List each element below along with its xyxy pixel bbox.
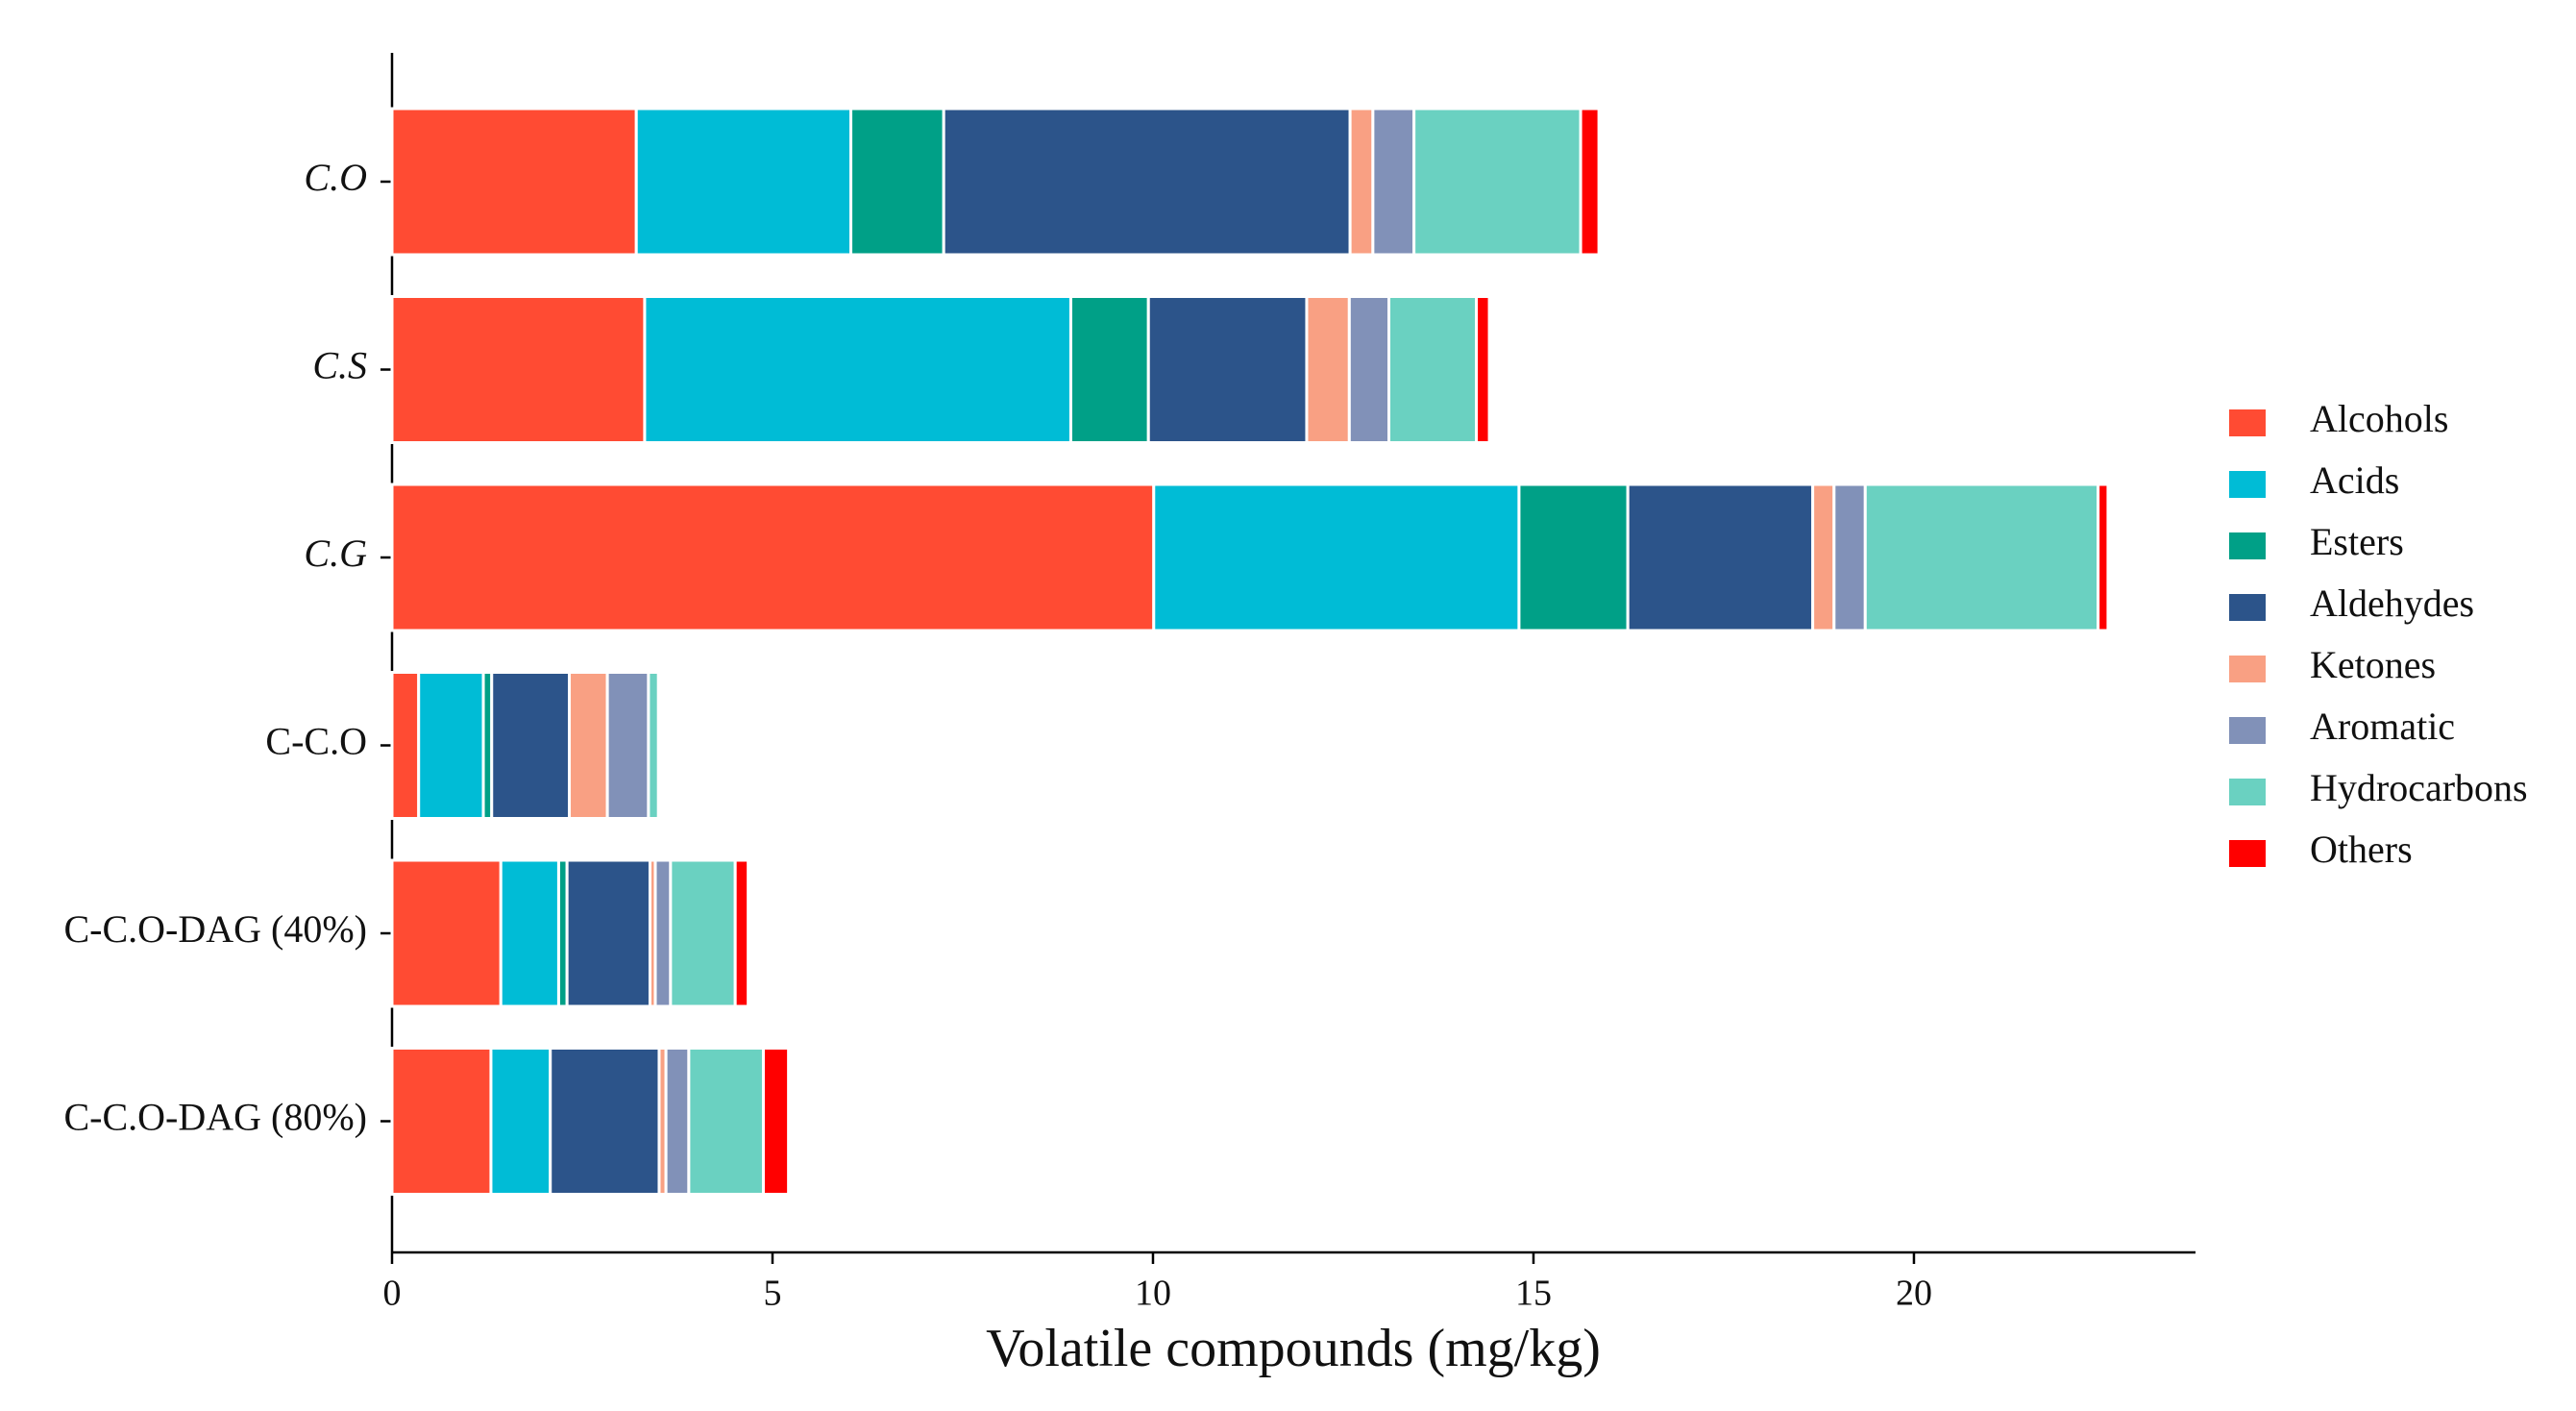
bar-segment — [1371, 107, 1416, 257]
y-tick-label: C.O — [304, 156, 367, 199]
bar-segment — [1152, 483, 1521, 632]
bar-segment — [733, 858, 750, 1008]
bar-segment — [2097, 483, 2110, 632]
bar-segment — [1347, 295, 1390, 444]
x-tick-label: 20 — [1896, 1274, 1932, 1314]
bar-segment — [849, 107, 945, 257]
legend-swatch — [2229, 409, 2266, 436]
bar-segment — [761, 1047, 791, 1196]
bar-segment — [605, 671, 650, 820]
bar-segment — [1146, 295, 1309, 444]
y-tick-label: C.G — [304, 532, 367, 575]
bar-segment — [390, 1047, 493, 1196]
legend-swatch — [2229, 471, 2266, 498]
legend-swatch — [2229, 656, 2266, 682]
bar-segment — [390, 858, 503, 1008]
bar-segment — [643, 295, 1072, 444]
bar-segment — [549, 1047, 661, 1196]
bar-segment — [417, 671, 485, 820]
bar-segment — [669, 858, 737, 1008]
legend-label: Alcohols — [2310, 397, 2448, 440]
bar-segment — [1579, 107, 1601, 257]
bar-segment — [653, 858, 673, 1008]
bar-segment — [1348, 107, 1375, 257]
bar-segment — [390, 295, 647, 444]
bar-segment — [1305, 295, 1351, 444]
bar-segment — [1626, 483, 1815, 632]
legend-swatch — [2229, 532, 2266, 559]
x-tick-label: 15 — [1515, 1274, 1552, 1314]
y-tick-label: C-C.O — [265, 720, 367, 763]
bar-segment — [489, 1047, 552, 1196]
x-tick-label: 10 — [1135, 1274, 1171, 1314]
bar-segment — [490, 671, 572, 820]
legend-swatch — [2229, 594, 2266, 621]
bar-segment — [1832, 483, 1867, 632]
x-axis-label: Volatile compounds (mg/kg) — [986, 1319, 1601, 1378]
bar-segment — [565, 858, 651, 1008]
x-tick-label: 0 — [383, 1274, 402, 1314]
legend-label: Ketones — [2310, 643, 2436, 686]
bar-segment — [499, 858, 560, 1008]
y-tick-label: C.S — [312, 344, 367, 387]
legend-label: Others — [2310, 828, 2413, 871]
bar-segment — [390, 671, 421, 820]
legend-label: Esters — [2310, 520, 2404, 563]
legend-label: Aldehydes — [2310, 582, 2474, 625]
bar-segment — [634, 107, 853, 257]
bar-segment — [1412, 107, 1582, 257]
bar-segment — [1811, 483, 1836, 632]
bar-segment — [664, 1047, 691, 1196]
bar-segment — [647, 671, 660, 820]
legend-label: Aromatic — [2310, 705, 2455, 748]
legend-label: Acids — [2310, 458, 2399, 502]
bar-segment — [1068, 295, 1150, 444]
legend-swatch — [2229, 779, 2266, 805]
bar-segment — [1386, 295, 1479, 444]
legend-swatch — [2229, 717, 2266, 744]
bar-segment — [942, 107, 1352, 257]
bar-segment — [1863, 483, 2100, 632]
bar-segment — [568, 671, 609, 820]
bar-segment — [1475, 295, 1491, 444]
legend-swatch — [2229, 840, 2266, 867]
bar-segment — [390, 107, 638, 257]
y-tick-label: C-C.O-DAG (40%) — [63, 907, 367, 951]
bar-segment — [1517, 483, 1630, 632]
bar-segment — [687, 1047, 765, 1196]
y-tick-label: C-C.O-DAG (80%) — [63, 1096, 367, 1139]
legend-label: Hydrocarbons — [2310, 766, 2528, 809]
bar-segment — [390, 483, 1156, 632]
x-tick-label: 5 — [763, 1274, 781, 1314]
